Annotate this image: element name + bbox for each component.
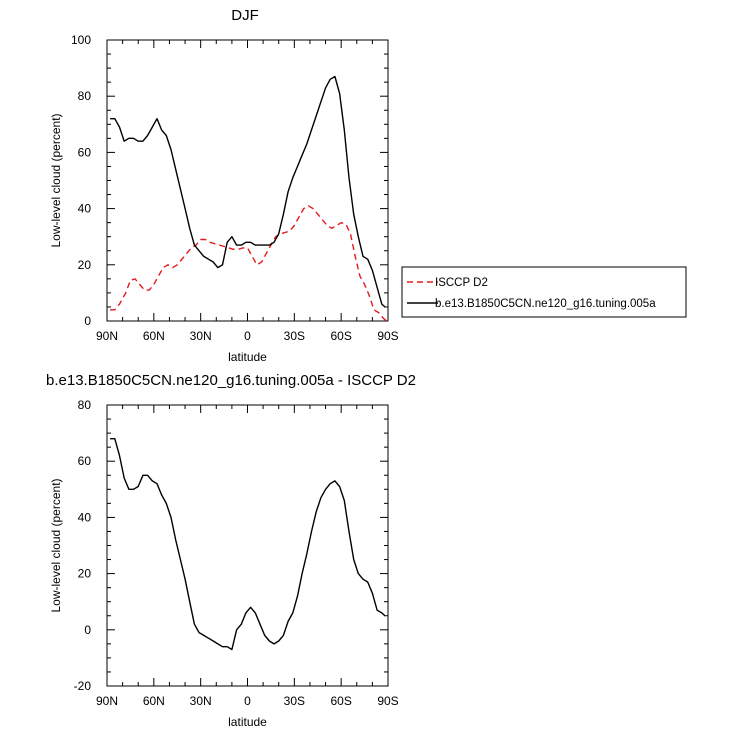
x-tick-label: 30N — [190, 694, 212, 708]
y-tick-label: 60 — [78, 454, 92, 468]
x-tick-label: 0 — [244, 329, 251, 343]
series-line-0 — [110, 438, 386, 651]
x-tick-label: 60N — [143, 694, 165, 708]
x-axis-label: latitude — [228, 715, 267, 729]
x-tick-label: 0 — [244, 694, 251, 708]
series-line-0 — [110, 205, 387, 322]
y-axis-label: Low-level cloud (percent) — [49, 113, 63, 247]
x-tick-label: 90S — [377, 694, 398, 708]
y-tick-label: -20 — [74, 679, 92, 693]
y-tick-label: 80 — [78, 89, 92, 103]
y-tick-label: 20 — [78, 567, 92, 581]
x-tick-label: 30S — [284, 329, 305, 343]
chart-title: DJF — [231, 7, 259, 24]
x-tick-label: 30N — [190, 329, 212, 343]
plot-frame — [106, 404, 389, 687]
x-tick-label: 30S — [284, 694, 305, 708]
y-tick-label: 60 — [78, 145, 92, 159]
x-tick-label: 90N — [96, 694, 118, 708]
y-tick-label: 0 — [84, 314, 91, 328]
x-tick-label: 60N — [143, 329, 165, 343]
x-tick-label: 90N — [96, 329, 118, 343]
x-axis-label: latitude — [228, 350, 267, 364]
y-tick-label: 40 — [78, 202, 92, 216]
plot-frame — [106, 39, 389, 322]
legend-box — [401, 266, 687, 318]
y-axis-label: Low-level cloud (percent) — [49, 478, 63, 612]
y-tick-label: 80 — [78, 398, 92, 412]
y-tick-label: 40 — [78, 510, 92, 524]
series-line-1 — [110, 75, 386, 308]
legend-entry-1: b.e13.B1850C5CN.ne120_g16.tuning.005a — [435, 298, 656, 310]
chart-title: b.e13.B1850C5CN.ne120_g16.tuning.005a - … — [46, 372, 416, 389]
x-tick-label: 90S — [377, 329, 398, 343]
legend-entry-0: ISCCP D2 — [435, 277, 488, 289]
x-tick-label: 60S — [330, 694, 351, 708]
y-tick-label: 20 — [78, 258, 92, 272]
y-tick-label: 100 — [71, 33, 91, 47]
top-panel: DJF 90N 60N 30N 0 30S 60S 90S 0 20 40 60 80 100 latitu… — [49, 7, 687, 364]
bottom-panel: b.e13.B1850C5CN.ne120_g16.tuning.005a - … — [46, 372, 416, 729]
y-tick-label: 0 — [84, 623, 91, 637]
x-tick-label: 60S — [330, 329, 351, 343]
